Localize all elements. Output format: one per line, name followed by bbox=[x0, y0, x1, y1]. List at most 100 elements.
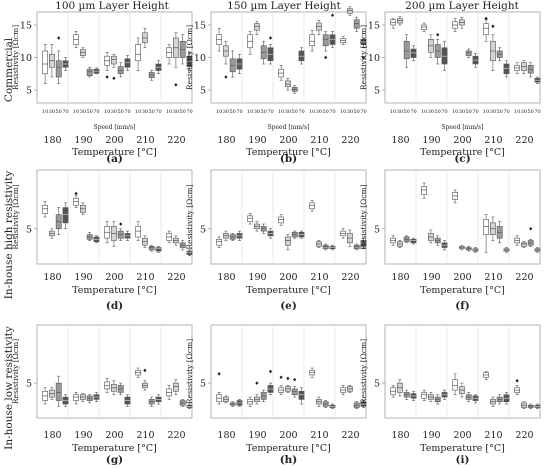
outlier-point bbox=[330, 13, 335, 18]
speed-tick-label: 10 bbox=[135, 109, 141, 115]
temperature-tick-label: 220 bbox=[167, 135, 185, 146]
box bbox=[135, 44, 141, 62]
temperature-tick-label: 210 bbox=[136, 272, 154, 283]
panel-letter: (f) bbox=[455, 300, 469, 312]
speed-tick-label: 10 bbox=[309, 109, 315, 115]
temperature-tick-label: 190 bbox=[248, 430, 266, 441]
temperature-tick-label: 180 bbox=[391, 430, 409, 441]
box bbox=[173, 382, 179, 392]
box bbox=[62, 207, 69, 224]
speed-tick-label: 70 bbox=[236, 109, 242, 115]
temperature-tick-label: 180 bbox=[43, 272, 61, 283]
speed-tick-label: 30 bbox=[111, 109, 117, 115]
box bbox=[309, 202, 315, 210]
panel-letter: (c) bbox=[454, 153, 470, 165]
plot-frame bbox=[210, 324, 367, 419]
speed-tick-label: 50 bbox=[261, 109, 267, 115]
y-axis-label: Resistivity [Ωcm] bbox=[11, 25, 20, 90]
speed-tick-label: 50 bbox=[149, 109, 155, 115]
plot-frame bbox=[36, 324, 193, 419]
speed-tick-label: 70 bbox=[298, 109, 304, 115]
plot-frame bbox=[210, 11, 367, 104]
y-tick-label: 5 bbox=[374, 86, 380, 97]
speed-tick-label: 50 bbox=[118, 109, 124, 115]
speed-axis-label: Speed [mm/s] bbox=[268, 124, 310, 131]
panel-letter: (i) bbox=[456, 454, 470, 466]
y-tick-label: 5 bbox=[26, 224, 32, 235]
y-tick-label: 10 bbox=[194, 53, 206, 64]
speed-tick-label: 30 bbox=[80, 109, 86, 115]
y-axis-label: Resistivity [Ωcm] bbox=[359, 339, 368, 404]
y-axis-label: Resistivity [Ωcm] bbox=[185, 25, 194, 90]
box bbox=[111, 55, 117, 65]
speed-tick-label: 70 bbox=[441, 109, 447, 115]
speed-tick-label: 10 bbox=[104, 109, 110, 115]
temperature-tick-label: 200 bbox=[279, 135, 297, 146]
box bbox=[86, 68, 93, 76]
panel-letter: (g) bbox=[106, 454, 123, 466]
temperature-tick-label: 220 bbox=[167, 430, 185, 441]
outlier-point bbox=[224, 75, 228, 79]
y-tick-label: 5 bbox=[200, 86, 206, 97]
box bbox=[148, 246, 155, 251]
box bbox=[42, 204, 48, 214]
speed-axis-label: Speed [mm/s] bbox=[442, 124, 484, 131]
box bbox=[353, 244, 360, 250]
box bbox=[291, 388, 298, 396]
speed-tick-label: 30 bbox=[521, 109, 527, 115]
temperature-tick-label: 220 bbox=[341, 430, 359, 441]
temperature-tick-label: 200 bbox=[453, 430, 471, 441]
speed-tick-label: 50 bbox=[466, 109, 472, 115]
box bbox=[421, 392, 427, 399]
speed-tick-label: 70 bbox=[186, 109, 192, 115]
box bbox=[421, 186, 427, 195]
y-tick-label: 5 bbox=[200, 224, 206, 235]
y-axis-label: Resistivity [Ωcm] bbox=[11, 339, 20, 404]
temperature-tick-label: 180 bbox=[217, 135, 235, 146]
panel-letter: (b) bbox=[280, 153, 297, 165]
speed-tick-label: 30 bbox=[285, 109, 291, 115]
y-tick-label: 10 bbox=[368, 53, 380, 64]
speed-tick-label: 10 bbox=[42, 109, 48, 115]
speed-tick-label: 70 bbox=[124, 109, 130, 115]
panel-letter: (h) bbox=[280, 454, 298, 466]
speed-tick-label: 30 bbox=[223, 109, 229, 115]
temperature-tick-label: 180 bbox=[217, 430, 235, 441]
speed-tick-label: 30 bbox=[173, 109, 179, 115]
outlier-point bbox=[515, 379, 519, 383]
speed-tick-label: 10 bbox=[452, 109, 458, 115]
row-title: In-house high resistivity bbox=[3, 171, 15, 300]
outlier-point bbox=[74, 191, 78, 196]
outlier-point bbox=[491, 24, 495, 29]
temperature-tick-label: 200 bbox=[453, 272, 471, 283]
speed-tick-label: 50 bbox=[230, 109, 236, 115]
outlier-point bbox=[105, 75, 109, 79]
outlier-point bbox=[529, 226, 533, 231]
temperature-tick-label: 180 bbox=[391, 272, 409, 283]
column-title: 150 µm Layer Height bbox=[227, 0, 341, 12]
speed-tick-label: 10 bbox=[73, 109, 79, 115]
box bbox=[247, 215, 253, 222]
speed-tick-label: 30 bbox=[428, 109, 434, 115]
temperature-tick-label: 220 bbox=[515, 135, 533, 146]
outlier-point bbox=[293, 377, 297, 382]
speed-tick-label: 10 bbox=[247, 109, 253, 115]
y-tick-label: 10 bbox=[20, 53, 32, 64]
speed-tick-label: 50 bbox=[292, 109, 298, 115]
temperature-tick-label: 210 bbox=[310, 135, 328, 146]
temperature-axis-label: Temperature [°C] bbox=[420, 147, 505, 158]
row-title: Commercial bbox=[3, 37, 15, 102]
box bbox=[520, 242, 527, 247]
y-tick-label: 5 bbox=[26, 86, 32, 97]
temperature-tick-label: 200 bbox=[279, 430, 297, 441]
box bbox=[278, 216, 284, 224]
temperature-tick-label: 190 bbox=[248, 272, 266, 283]
outlier-point bbox=[268, 369, 273, 374]
temperature-tick-label: 190 bbox=[422, 135, 440, 146]
temperature-axis-label: Temperature [°C] bbox=[246, 147, 331, 158]
speed-tick-label: 30 bbox=[254, 109, 260, 115]
speed-tick-label: 10 bbox=[390, 109, 396, 115]
box bbox=[135, 226, 141, 238]
speed-tick-label: 50 bbox=[87, 109, 93, 115]
speed-tick-label: 10 bbox=[514, 109, 520, 115]
